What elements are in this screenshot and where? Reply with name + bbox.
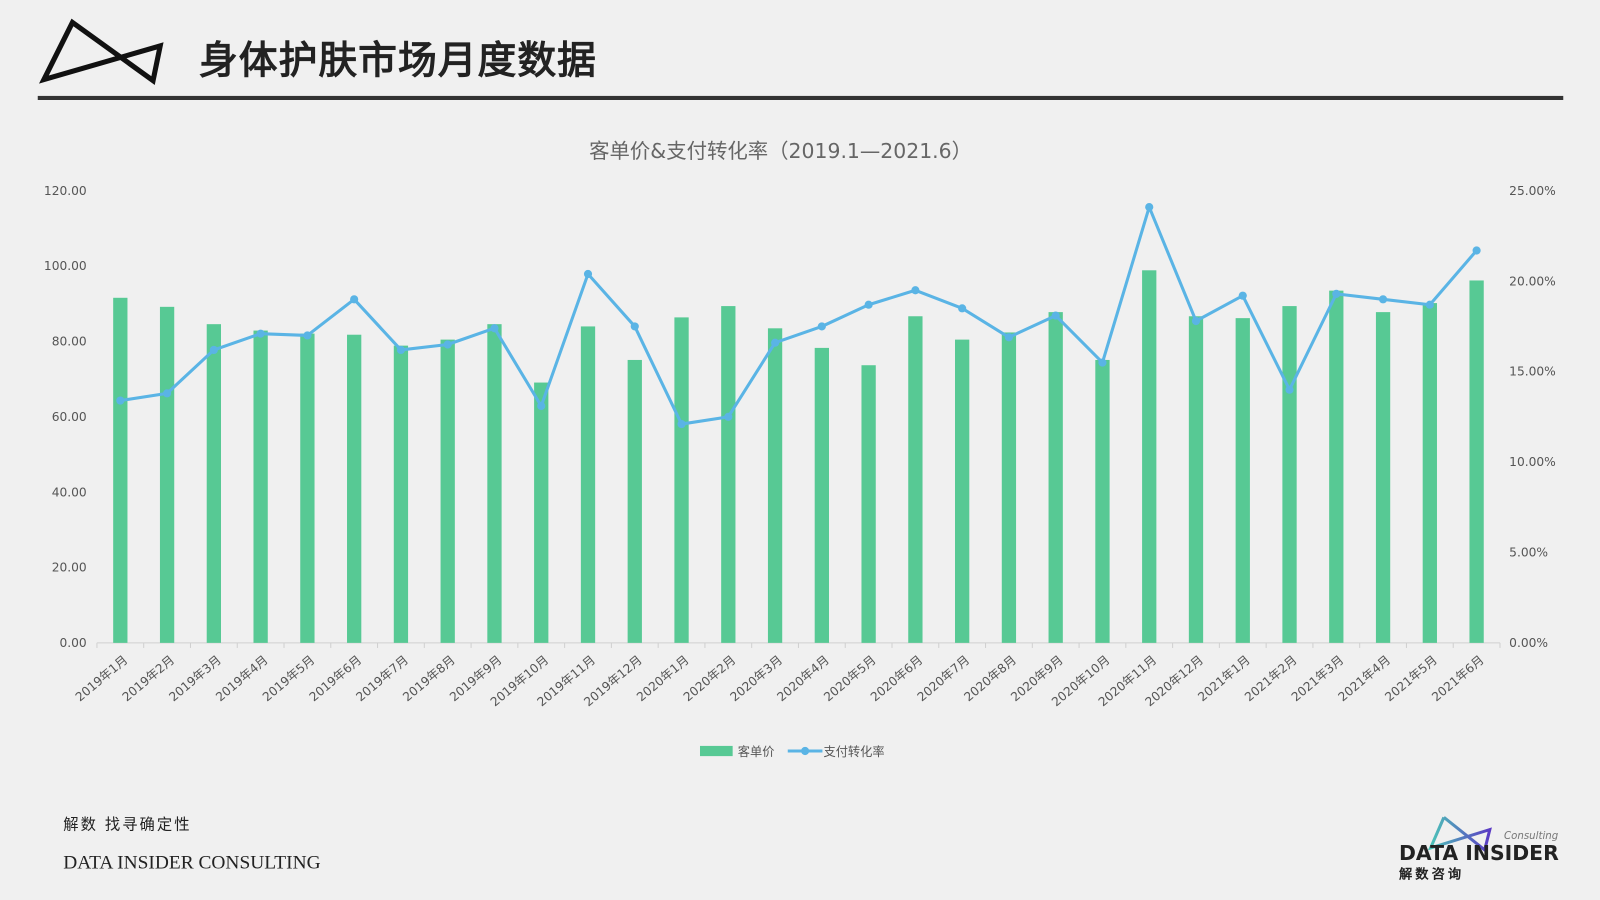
bar — [1095, 359, 1110, 643]
legend-line-marker — [801, 746, 810, 756]
line-point — [1332, 289, 1341, 298]
bar — [487, 324, 502, 643]
line-point — [1238, 291, 1247, 300]
bar — [814, 347, 829, 643]
left-axis-tick-label: 120.00 — [44, 184, 87, 198]
bar — [627, 359, 642, 643]
line-point — [490, 324, 499, 333]
left-axis-tick-label: 0.00 — [59, 636, 86, 650]
footer-tagline: 解数 找寻确定性 — [63, 815, 192, 834]
header-divider — [37, 95, 1564, 100]
bar — [1188, 316, 1204, 643]
bar — [534, 382, 549, 643]
bar — [1048, 312, 1063, 643]
left-axis-tick-label: 20.00 — [52, 561, 87, 575]
bar — [1235, 318, 1250, 643]
bar — [1142, 270, 1157, 643]
bar — [955, 339, 970, 643]
line-point — [911, 286, 920, 295]
legend-bar-label: 客单价 — [738, 744, 775, 759]
page-title: 身体护肤市场月度数据 — [198, 37, 597, 83]
line-point — [1004, 333, 1014, 342]
bar — [1001, 332, 1017, 643]
line-point — [350, 295, 359, 304]
chart-title: 客单价&支付转化率（2019.1—2021.6） — [589, 139, 972, 163]
line-point — [1191, 316, 1201, 326]
bar — [1375, 312, 1391, 643]
left-axis-tick-label: 60.00 — [52, 410, 87, 424]
bar — [253, 330, 268, 643]
bar — [908, 316, 923, 643]
line-point — [724, 412, 733, 421]
line-point — [1098, 358, 1107, 367]
line-point — [583, 269, 593, 279]
line-point — [864, 300, 873, 309]
right-axis-tick-label: 20.00% — [1509, 274, 1556, 288]
legend: 客单价 支付转化率 — [699, 744, 885, 759]
line-point — [396, 345, 406, 355]
line-point — [163, 389, 172, 398]
bar — [674, 317, 689, 643]
line-series — [120, 205, 1478, 426]
line-point — [1472, 246, 1481, 255]
line-point — [1145, 203, 1154, 212]
line-point — [303, 331, 312, 340]
bar — [767, 328, 783, 643]
line-point — [443, 340, 452, 349]
bar — [1469, 280, 1484, 643]
line-point — [770, 338, 780, 347]
line-point — [1425, 300, 1434, 309]
bar — [113, 297, 128, 643]
line-point — [1285, 385, 1294, 394]
right-axis-tick-label: 0.00% — [1509, 636, 1548, 650]
footer-logo-text: DATA INSIDER — [1399, 841, 1559, 865]
footer-logo: Consulting DATA INSIDER 解数咨询 — [1399, 816, 1559, 883]
bar — [1282, 306, 1297, 643]
line-point — [537, 401, 546, 411]
line-point — [677, 419, 686, 429]
line-point — [1378, 295, 1388, 304]
bar — [440, 339, 455, 643]
footer-logo-consulting: Consulting — [1504, 831, 1559, 842]
left-axis-tick-label: 40.00 — [52, 485, 87, 499]
line-point — [256, 329, 265, 338]
bar — [721, 306, 736, 643]
right-axis-tick-label: 25.00% — [1509, 184, 1556, 198]
right-axis-tick-label: 15.00% — [1509, 365, 1556, 379]
bar — [393, 345, 409, 643]
left-axis-tick-label: 80.00 — [52, 335, 87, 349]
line-point — [630, 322, 639, 331]
legend-line-label: 支付转化率 — [823, 744, 884, 759]
bar — [861, 365, 876, 643]
bar — [300, 333, 315, 643]
left-axis-tick-label: 100.00 — [44, 259, 87, 273]
line-point — [1051, 311, 1060, 320]
bar — [1329, 290, 1344, 643]
header-logo — [38, 18, 164, 85]
bar — [1422, 303, 1437, 643]
right-axis-tick-label: 10.00% — [1509, 455, 1556, 469]
line-point — [958, 304, 967, 313]
bar — [159, 306, 175, 643]
footer-company: DATA INSIDER CONSULTING — [63, 852, 321, 874]
line-point — [209, 345, 218, 355]
line-point — [116, 396, 125, 405]
line-point — [817, 322, 826, 331]
bar — [206, 324, 222, 643]
bar — [580, 326, 596, 643]
bar — [347, 334, 362, 643]
right-axis-tick-label: 5.00% — [1509, 546, 1548, 560]
x-axis-tick-label: 2021年6月 — [1429, 653, 1487, 704]
legend-bar-swatch — [699, 745, 733, 757]
footer-logo-sub: 解数咨询 — [1399, 866, 1464, 883]
